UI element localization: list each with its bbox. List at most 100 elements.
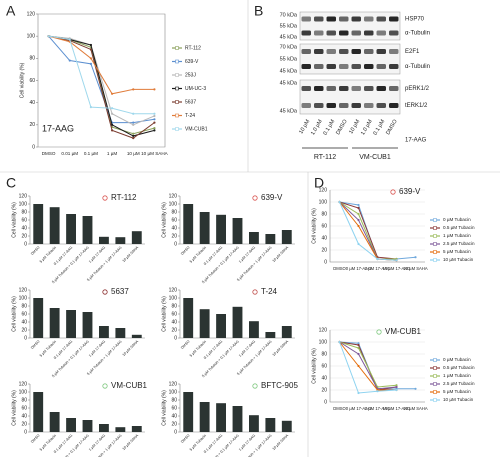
point — [357, 342, 360, 345]
x-tick-label: DMSO — [333, 406, 346, 411]
bar — [199, 402, 210, 432]
band — [326, 86, 336, 91]
group-label: RT-112 — [314, 154, 336, 161]
band — [351, 49, 361, 54]
y-tick-label: 60 — [29, 78, 35, 84]
bar — [199, 309, 210, 338]
band — [351, 30, 361, 36]
point — [153, 112, 156, 115]
legend-label: 253J — [185, 72, 196, 78]
band — [339, 103, 349, 108]
band — [364, 49, 374, 54]
point — [395, 384, 398, 387]
series-line — [339, 201, 397, 261]
y-tick-label: 120 — [19, 193, 28, 199]
legend-label: 1 µM Tubacin — [443, 233, 471, 238]
point — [357, 346, 360, 350]
chart-title: RT-112 — [111, 193, 137, 202]
bar — [99, 326, 109, 338]
point — [132, 132, 135, 135]
bar — [131, 231, 142, 244]
y-axis-label: Cell viability (%) — [11, 390, 17, 426]
series-line — [48, 35, 155, 126]
title-marker — [376, 329, 382, 335]
y-axis-label: Cell viability (%) — [161, 202, 167, 238]
y-tick-label: 0 — [24, 335, 27, 341]
protein-label: tERK1/2 — [405, 103, 428, 109]
legend-marker — [433, 358, 437, 362]
band — [364, 16, 374, 22]
protein-label: α-Tubulin — [405, 64, 430, 70]
y-tick-label: 40 — [171, 225, 177, 231]
y-tick-label: 20 — [171, 421, 177, 427]
y-tick-label: 0 — [324, 399, 327, 405]
y-tick-label: 60 — [171, 217, 177, 223]
y-tick-label: 40 — [321, 375, 327, 381]
point — [357, 212, 360, 216]
point — [395, 385, 398, 389]
point — [395, 388, 398, 392]
x-tick-label: DMSO — [30, 433, 41, 444]
bar — [33, 204, 44, 244]
y-axis-label: Cell viability (%) — [311, 208, 317, 244]
legend-label: 0 µM Tubacin — [443, 217, 471, 222]
bar — [33, 298, 44, 338]
point — [132, 112, 135, 115]
point — [376, 257, 379, 261]
legend-marker — [433, 218, 437, 222]
x-tick-label: 10 µM SAHA — [403, 266, 427, 271]
band — [326, 16, 336, 22]
point — [110, 129, 114, 132]
band — [376, 16, 386, 22]
point — [110, 112, 114, 115]
bar — [249, 232, 259, 244]
x-tick-label: 1 µM 17-AAG — [365, 266, 390, 271]
title-marker — [252, 289, 258, 295]
y-tick-label: 120 — [169, 193, 178, 199]
y-tick-label: 100 — [169, 295, 178, 301]
y-tick-label: 20 — [21, 421, 27, 427]
y-tick-label: 20 — [21, 327, 27, 333]
point — [89, 106, 93, 109]
series-line — [339, 201, 397, 260]
band — [389, 64, 399, 69]
bar — [281, 420, 292, 432]
bar — [232, 218, 243, 244]
band — [301, 16, 311, 22]
band — [389, 103, 399, 108]
band — [351, 64, 361, 69]
band — [301, 103, 311, 108]
y-tick-label: 20 — [171, 233, 177, 239]
y-axis-label: Cell viability (%) — [11, 202, 17, 238]
axis-frame — [37, 13, 166, 148]
bar — [265, 418, 276, 432]
band — [339, 16, 349, 22]
y-tick-label: 100 — [169, 201, 178, 207]
x-tick-label: 10 µM SAHA — [141, 151, 169, 156]
band — [376, 64, 386, 69]
y-tick-label: 40 — [21, 319, 27, 325]
point — [357, 343, 360, 347]
y-tick-label: 120 — [319, 327, 328, 333]
title-marker — [102, 289, 108, 295]
marker-label: 55 kDa — [280, 56, 298, 62]
x-tick-label: DMSO — [180, 339, 191, 350]
protein-label: E2F1 — [405, 49, 420, 55]
series-line — [339, 341, 397, 390]
band — [314, 86, 324, 91]
band — [339, 86, 349, 91]
point — [89, 43, 93, 47]
y-tick-label: 100 — [319, 199, 328, 205]
band — [364, 64, 374, 69]
legend-marker — [433, 382, 437, 386]
band — [301, 86, 311, 91]
treatment-label: 17-AAG — [405, 138, 427, 144]
x-tick-label: DMSO — [333, 266, 346, 271]
legend-marker — [433, 390, 437, 394]
y-tick-label: 40 — [21, 225, 27, 231]
y-tick-label: 100 — [319, 339, 328, 345]
panel-label: C — [6, 175, 16, 191]
point — [47, 35, 50, 38]
